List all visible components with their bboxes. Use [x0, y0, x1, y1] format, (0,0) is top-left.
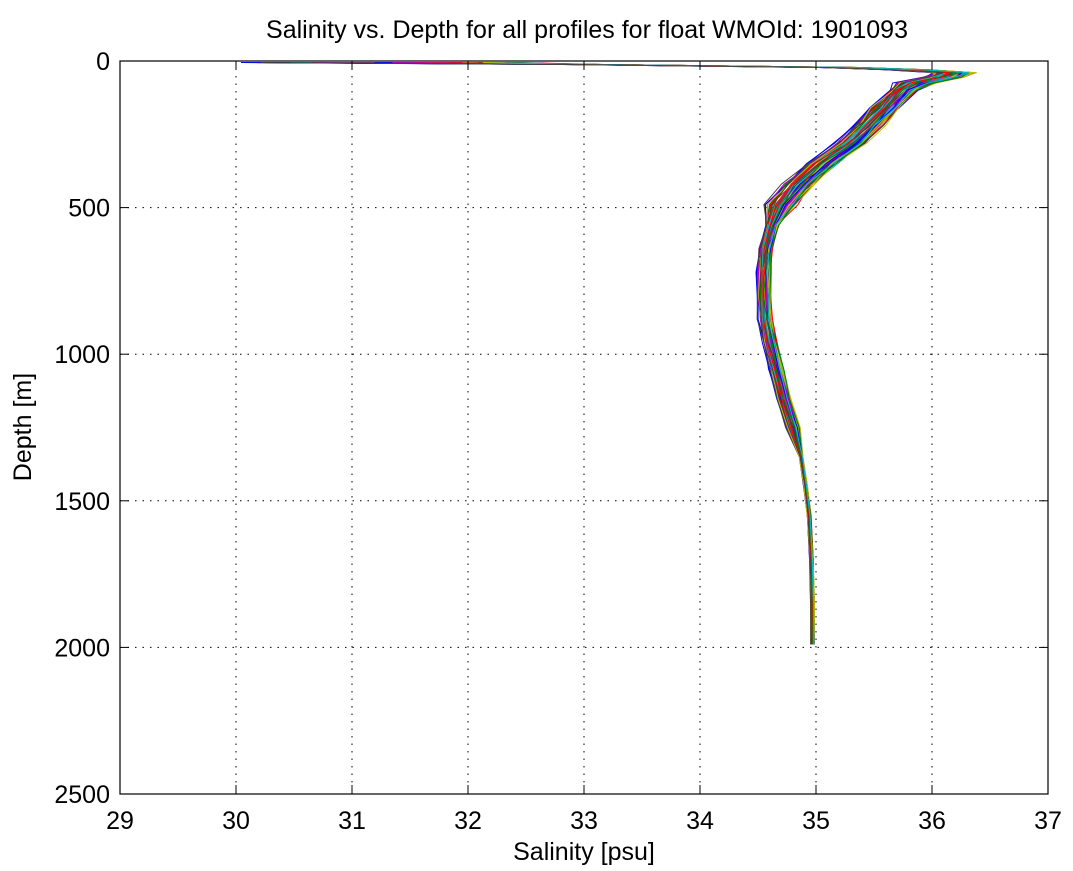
- profile-line: [421, 62, 956, 645]
- profile-line: [506, 62, 964, 645]
- profile-line: [462, 62, 975, 645]
- profile-lines: [240, 62, 977, 645]
- profile-line: [379, 62, 964, 645]
- profile-line: [472, 62, 964, 645]
- x-tick-label: 31: [338, 807, 366, 835]
- profile-line: [474, 62, 951, 645]
- profile-line: [514, 62, 976, 645]
- profile-line: [451, 62, 975, 645]
- profile-line: [254, 62, 965, 645]
- profile-line: [351, 62, 955, 645]
- profile-line: [332, 62, 975, 645]
- profile-line: [413, 62, 950, 645]
- axis-ticks: 29 30 31 32 33 34 35 36 37 0 500 1000 1500 2000 2500: [54, 48, 1062, 835]
- y-tick-label: 500: [68, 195, 110, 223]
- y-tick-label: 2500: [54, 781, 110, 809]
- profile-line: [339, 62, 972, 645]
- profile-line: [400, 62, 977, 645]
- profile-line: [353, 62, 967, 645]
- profile-line: [485, 62, 960, 645]
- profile-line: [509, 62, 960, 645]
- profile-line: [350, 62, 964, 645]
- x-tick-label: 37: [1034, 807, 1062, 835]
- profile-line: [494, 62, 949, 645]
- y-tick-label: 0: [96, 48, 110, 76]
- y-tick-label: 1000: [54, 341, 110, 369]
- y-axis-title: Depth [m]: [9, 373, 37, 481]
- profile-line: [479, 62, 975, 645]
- profile-line: [434, 62, 967, 645]
- profile-line: [328, 62, 971, 645]
- profile-line: [432, 62, 950, 645]
- profile-line: [374, 62, 965, 645]
- profile-line: [433, 62, 957, 645]
- x-tick-label: 29: [106, 807, 134, 835]
- x-tick-label: 36: [918, 807, 946, 835]
- profile-line: [476, 62, 942, 645]
- profile-line: [425, 62, 972, 645]
- profile-line: [400, 62, 957, 645]
- grid-lines: [120, 61, 1048, 794]
- profile-line: [488, 62, 969, 645]
- profile-line: [448, 62, 947, 645]
- profile-line: [324, 62, 963, 645]
- profile-line: [493, 62, 968, 645]
- profile-line: [488, 62, 966, 645]
- profile-line: [286, 62, 969, 645]
- x-tick-label: 33: [570, 807, 598, 835]
- profile-line: [314, 62, 974, 645]
- profile-line: [431, 62, 974, 645]
- profile-line: [311, 62, 959, 645]
- profile-line: [498, 62, 963, 645]
- profile-line: [482, 62, 938, 645]
- profile-line: [478, 62, 959, 645]
- profile-line: [465, 62, 970, 645]
- y-tick-label: 2000: [54, 634, 110, 662]
- x-axis-title: Salinity [psu]: [513, 838, 655, 866]
- x-tick-label: 32: [454, 807, 482, 835]
- profile-line: [355, 62, 956, 645]
- chart-title: Salinity vs. Depth for all profiles for …: [266, 16, 908, 44]
- profile-line: [260, 62, 944, 645]
- profile-line: [423, 62, 943, 645]
- profile-line: [392, 62, 965, 645]
- x-tick-label: 34: [686, 807, 714, 835]
- x-tick-label: 30: [222, 807, 250, 835]
- x-tick-label: 35: [802, 807, 830, 835]
- profile-line: [490, 62, 952, 645]
- profile-line: [351, 62, 957, 645]
- profile-line: [274, 62, 968, 645]
- profile-line: [312, 62, 959, 645]
- profile-line: [392, 62, 969, 645]
- profile-line: [396, 62, 958, 645]
- profile-line: [449, 62, 945, 645]
- profile-line: [457, 62, 943, 645]
- y-tick-label: 1500: [54, 488, 110, 516]
- profile-line: [461, 62, 957, 645]
- profile-line: [511, 62, 963, 645]
